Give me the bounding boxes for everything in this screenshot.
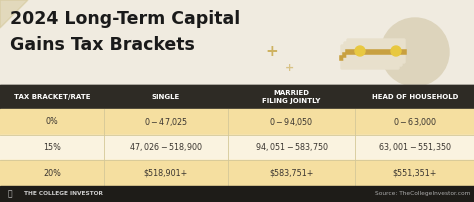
Text: MARRIED: MARRIED bbox=[273, 90, 310, 96]
Bar bbox=[0, 160, 474, 186]
FancyBboxPatch shape bbox=[341, 45, 399, 69]
FancyBboxPatch shape bbox=[347, 39, 405, 63]
Text: $0 - $47,025: $0 - $47,025 bbox=[144, 116, 188, 128]
Text: $0 - $63,000: $0 - $63,000 bbox=[392, 116, 437, 128]
Text: 🎓: 🎓 bbox=[8, 189, 13, 198]
Text: 20%: 20% bbox=[43, 168, 61, 178]
FancyBboxPatch shape bbox=[344, 42, 402, 66]
Text: Source: TheCollegeInvestor.com: Source: TheCollegeInvestor.com bbox=[374, 191, 470, 196]
Text: THE COLLEGE INVESTOR: THE COLLEGE INVESTOR bbox=[20, 191, 103, 196]
Text: Gains Tax Brackets: Gains Tax Brackets bbox=[10, 36, 195, 54]
Text: SINGLE: SINGLE bbox=[152, 94, 180, 100]
Bar bbox=[0, 85, 474, 109]
Text: +: + bbox=[265, 44, 278, 60]
Text: $551,351+: $551,351+ bbox=[392, 168, 437, 178]
Circle shape bbox=[381, 18, 449, 86]
Text: 15%: 15% bbox=[43, 143, 61, 152]
Bar bbox=[0, 109, 474, 135]
Text: 0%: 0% bbox=[46, 117, 58, 126]
Text: HEAD OF HOUSEHOLD: HEAD OF HOUSEHOLD bbox=[372, 94, 458, 100]
Text: $47,026 - $518,900: $47,026 - $518,900 bbox=[129, 141, 203, 153]
Bar bbox=[0, 85, 474, 186]
Text: $0 - $94,050: $0 - $94,050 bbox=[269, 116, 314, 128]
Text: $583,751+: $583,751+ bbox=[269, 168, 314, 178]
Text: $63,001 - $551,350: $63,001 - $551,350 bbox=[378, 141, 452, 153]
Circle shape bbox=[391, 46, 401, 56]
Text: TAX BRACKET/RATE: TAX BRACKET/RATE bbox=[14, 94, 91, 100]
Text: 2024 Long-Term Capital: 2024 Long-Term Capital bbox=[10, 10, 240, 28]
Circle shape bbox=[355, 46, 365, 56]
Bar bbox=[0, 135, 474, 160]
Bar bbox=[0, 186, 474, 202]
Text: +: + bbox=[285, 63, 295, 73]
Text: FILING JOINTLY: FILING JOINTLY bbox=[262, 98, 321, 104]
Text: $94,051 - $583,750: $94,051 - $583,750 bbox=[255, 141, 328, 153]
Text: $518,901+: $518,901+ bbox=[144, 168, 188, 178]
Polygon shape bbox=[0, 0, 28, 28]
